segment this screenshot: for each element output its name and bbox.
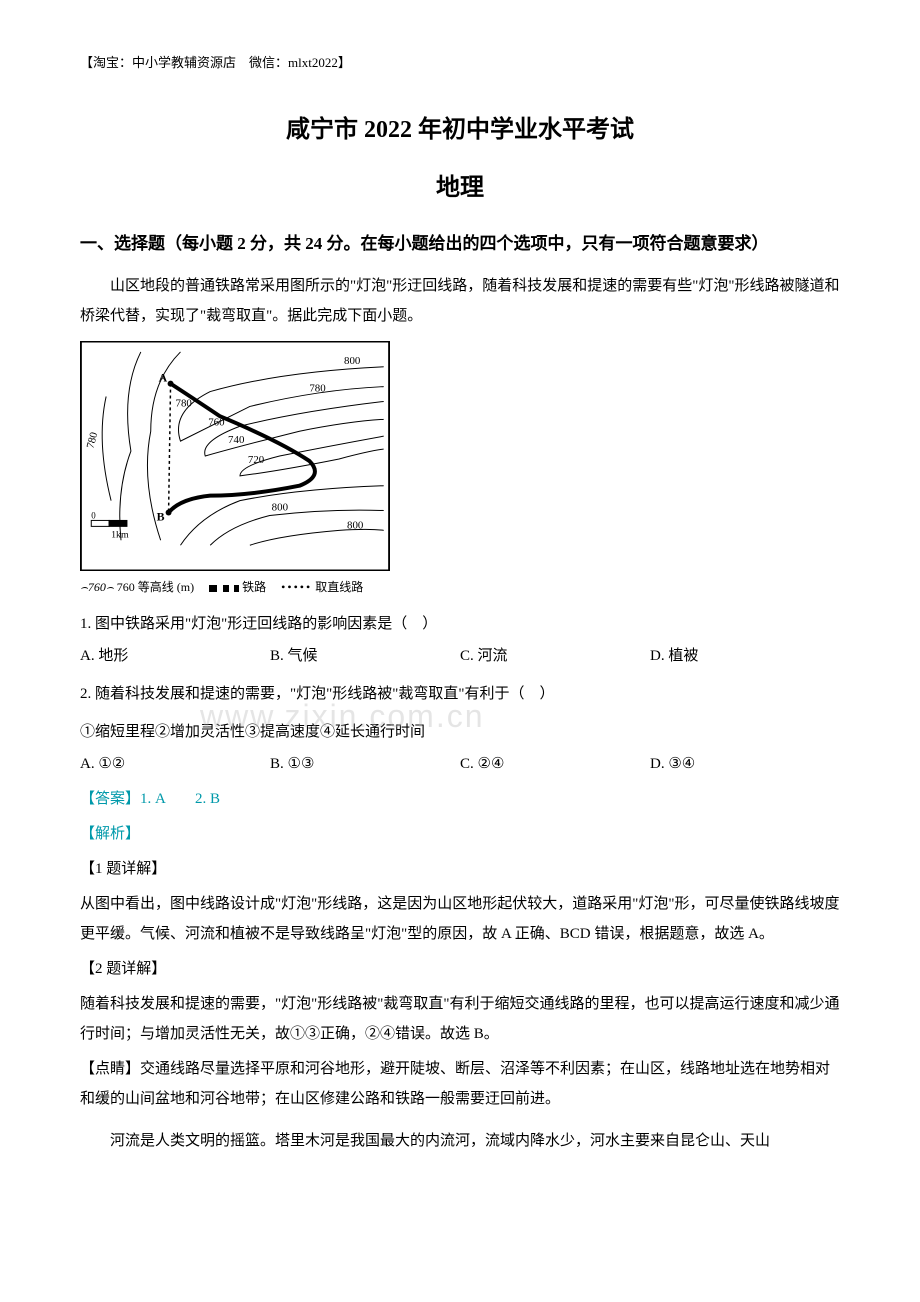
- detail-2-label: 【2 题详解】: [80, 954, 840, 984]
- detail-2-text: 随着科技发展和提速的需要，"灯泡"形线路被"裁弯取直"有利于缩短交通线路的里程，…: [80, 989, 840, 1049]
- svg-text:0: 0: [91, 510, 96, 520]
- option-c: C. ②④: [460, 749, 650, 779]
- svg-text:A: A: [159, 371, 168, 385]
- question-2-options: A. ①② B. ①③ C. ②④ D. ③④: [80, 749, 840, 779]
- option-b: B. 气候: [270, 641, 460, 671]
- exam-subject: 地理: [80, 164, 840, 212]
- header-note: 【淘宝：中小学教辅资源店 微信：mlxt2022】: [80, 50, 840, 76]
- svg-text:800: 800: [344, 355, 361, 367]
- svg-text:1km: 1km: [111, 529, 129, 540]
- exam-title: 咸宁市 2022 年初中学业水平考试: [80, 106, 840, 154]
- contour-map-figure: A B 800 780 780 760 740 720 780 800 800 …: [80, 341, 390, 571]
- answer-text: 【答案】1. A 2. B: [80, 784, 840, 814]
- detail-1-text: 从图中看出，图中线路设计成"灯泡"形线路，这是因为山区地形起伏较大，道路采用"灯…: [80, 889, 840, 949]
- svg-text:720: 720: [248, 454, 265, 466]
- option-d: D. 植被: [650, 641, 840, 671]
- option-a: A. ①②: [80, 749, 270, 779]
- figure-legend: ⌢760⌢ 760 等高线 (m) 铁路 ••••• 取直线路: [80, 575, 840, 599]
- section-heading: 一、选择题（每小题 2 分，共 24 分。在每小题给出的四个选项中，只有一项符合…: [80, 227, 840, 261]
- option-a: A. 地形: [80, 641, 270, 671]
- question-1-options: A. 地形 B. 气候 C. 河流 D. 植被: [80, 641, 840, 671]
- passage-text: 山区地段的普通铁路常采用图所示的"灯泡"形迂回线路，随着科技发展和提速的需要有些…: [80, 271, 840, 331]
- analysis-label: 【解析】: [80, 819, 840, 849]
- tip-text: 【点睛】交通线路尽量选择平原和河谷地形，避开陡坡、断层、沼泽等不利因素；在山区，…: [80, 1054, 840, 1114]
- option-d: D. ③④: [650, 749, 840, 779]
- svg-text:800: 800: [347, 519, 364, 531]
- passage-2: 河流是人类文明的摇篮。塔里木河是我国最大的内流河，流域内降水少，河水主要来自昆仑…: [80, 1126, 840, 1156]
- svg-text:740: 740: [228, 434, 245, 446]
- svg-text:780: 780: [176, 397, 193, 409]
- question-2-sub: ①缩短里程②增加灵活性③提高速度④延长通行时间: [80, 717, 840, 747]
- question-1: 1. 图中铁路采用"灯泡"形迂回线路的影响因素是（ ）: [80, 609, 840, 639]
- svg-text:760: 760: [208, 416, 225, 428]
- figure-container: A B 800 780 780 760 740 720 780 800 800 …: [80, 341, 840, 599]
- question-2: 2. 随着科技发展和提速的需要，"灯泡"形线路被"裁弯取直"有利于（ ）: [80, 679, 840, 709]
- option-c: C. 河流: [460, 641, 650, 671]
- option-b: B. ①③: [270, 749, 460, 779]
- svg-text:800: 800: [272, 502, 289, 514]
- detail-1-label: 【1 题详解】: [80, 854, 840, 884]
- svg-text:780: 780: [309, 383, 326, 395]
- svg-text:B: B: [157, 509, 165, 523]
